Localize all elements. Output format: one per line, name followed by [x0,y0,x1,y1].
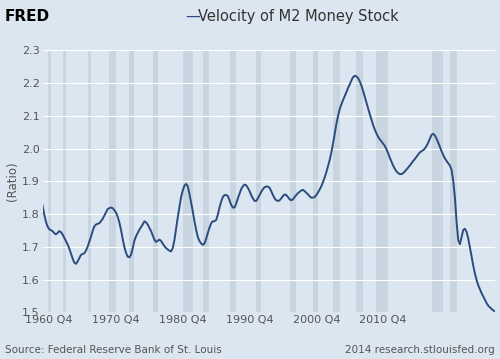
Text: Source: Federal Reserve Bank of St. Louis: Source: Federal Reserve Bank of St. Loui… [5,345,222,355]
Bar [130,50,134,312]
Bar [432,50,443,312]
Bar [450,50,456,312]
Y-axis label: (Ratio): (Ratio) [6,162,19,201]
Bar [313,50,318,312]
Bar [88,50,91,312]
Text: —: — [185,9,200,24]
Text: FRED: FRED [5,9,50,24]
Bar [110,50,116,312]
Bar [183,50,193,312]
Bar [333,50,340,312]
Bar [62,50,66,312]
Bar [290,50,296,312]
Bar [376,50,388,312]
Bar [356,50,363,312]
Text: 2014 research.stlouisfed.org: 2014 research.stlouisfed.org [345,345,495,355]
Bar [152,50,158,312]
Bar [48,50,51,312]
Text: Velocity of M2 Money Stock: Velocity of M2 Money Stock [198,9,398,24]
Bar [203,50,209,312]
Bar [230,50,236,312]
Bar [256,50,261,312]
